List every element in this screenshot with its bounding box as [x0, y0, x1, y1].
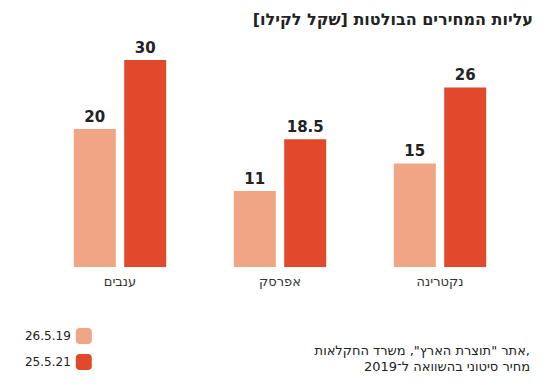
svg-text:עליות המחירים הבולטות [שקל לקי: עליות המחירים הבולטות [שקל לקילו] — [253, 10, 533, 29]
svg-text:מחיר סיטוני בהשוואה ל־2019: מחיר סיטוני בהשוואה ל־2019 — [364, 359, 530, 374]
svg-text:ענבים: ענבים — [104, 274, 136, 289]
svg-text:18.5: 18.5 — [287, 118, 324, 136]
svg-text:25.5.21: 25.5.21 — [25, 355, 71, 369]
svg-text:15: 15 — [404, 142, 425, 160]
svg-text:אפרסק: אפרסק — [259, 274, 301, 289]
svg-text:20: 20 — [84, 108, 105, 126]
svg-text:26.5.19: 26.5.19 — [25, 329, 71, 343]
svg-text:30: 30 — [135, 39, 156, 57]
svg-text:26: 26 — [455, 66, 476, 84]
svg-text:11: 11 — [244, 170, 265, 188]
svg-text:נקטרינה: נקטרינה — [417, 274, 464, 289]
svg-text:אתר "תוצרת הארץ", משרד החקלאות: אתר "תוצרת הארץ", משרד החקלאות, — [315, 343, 530, 358]
